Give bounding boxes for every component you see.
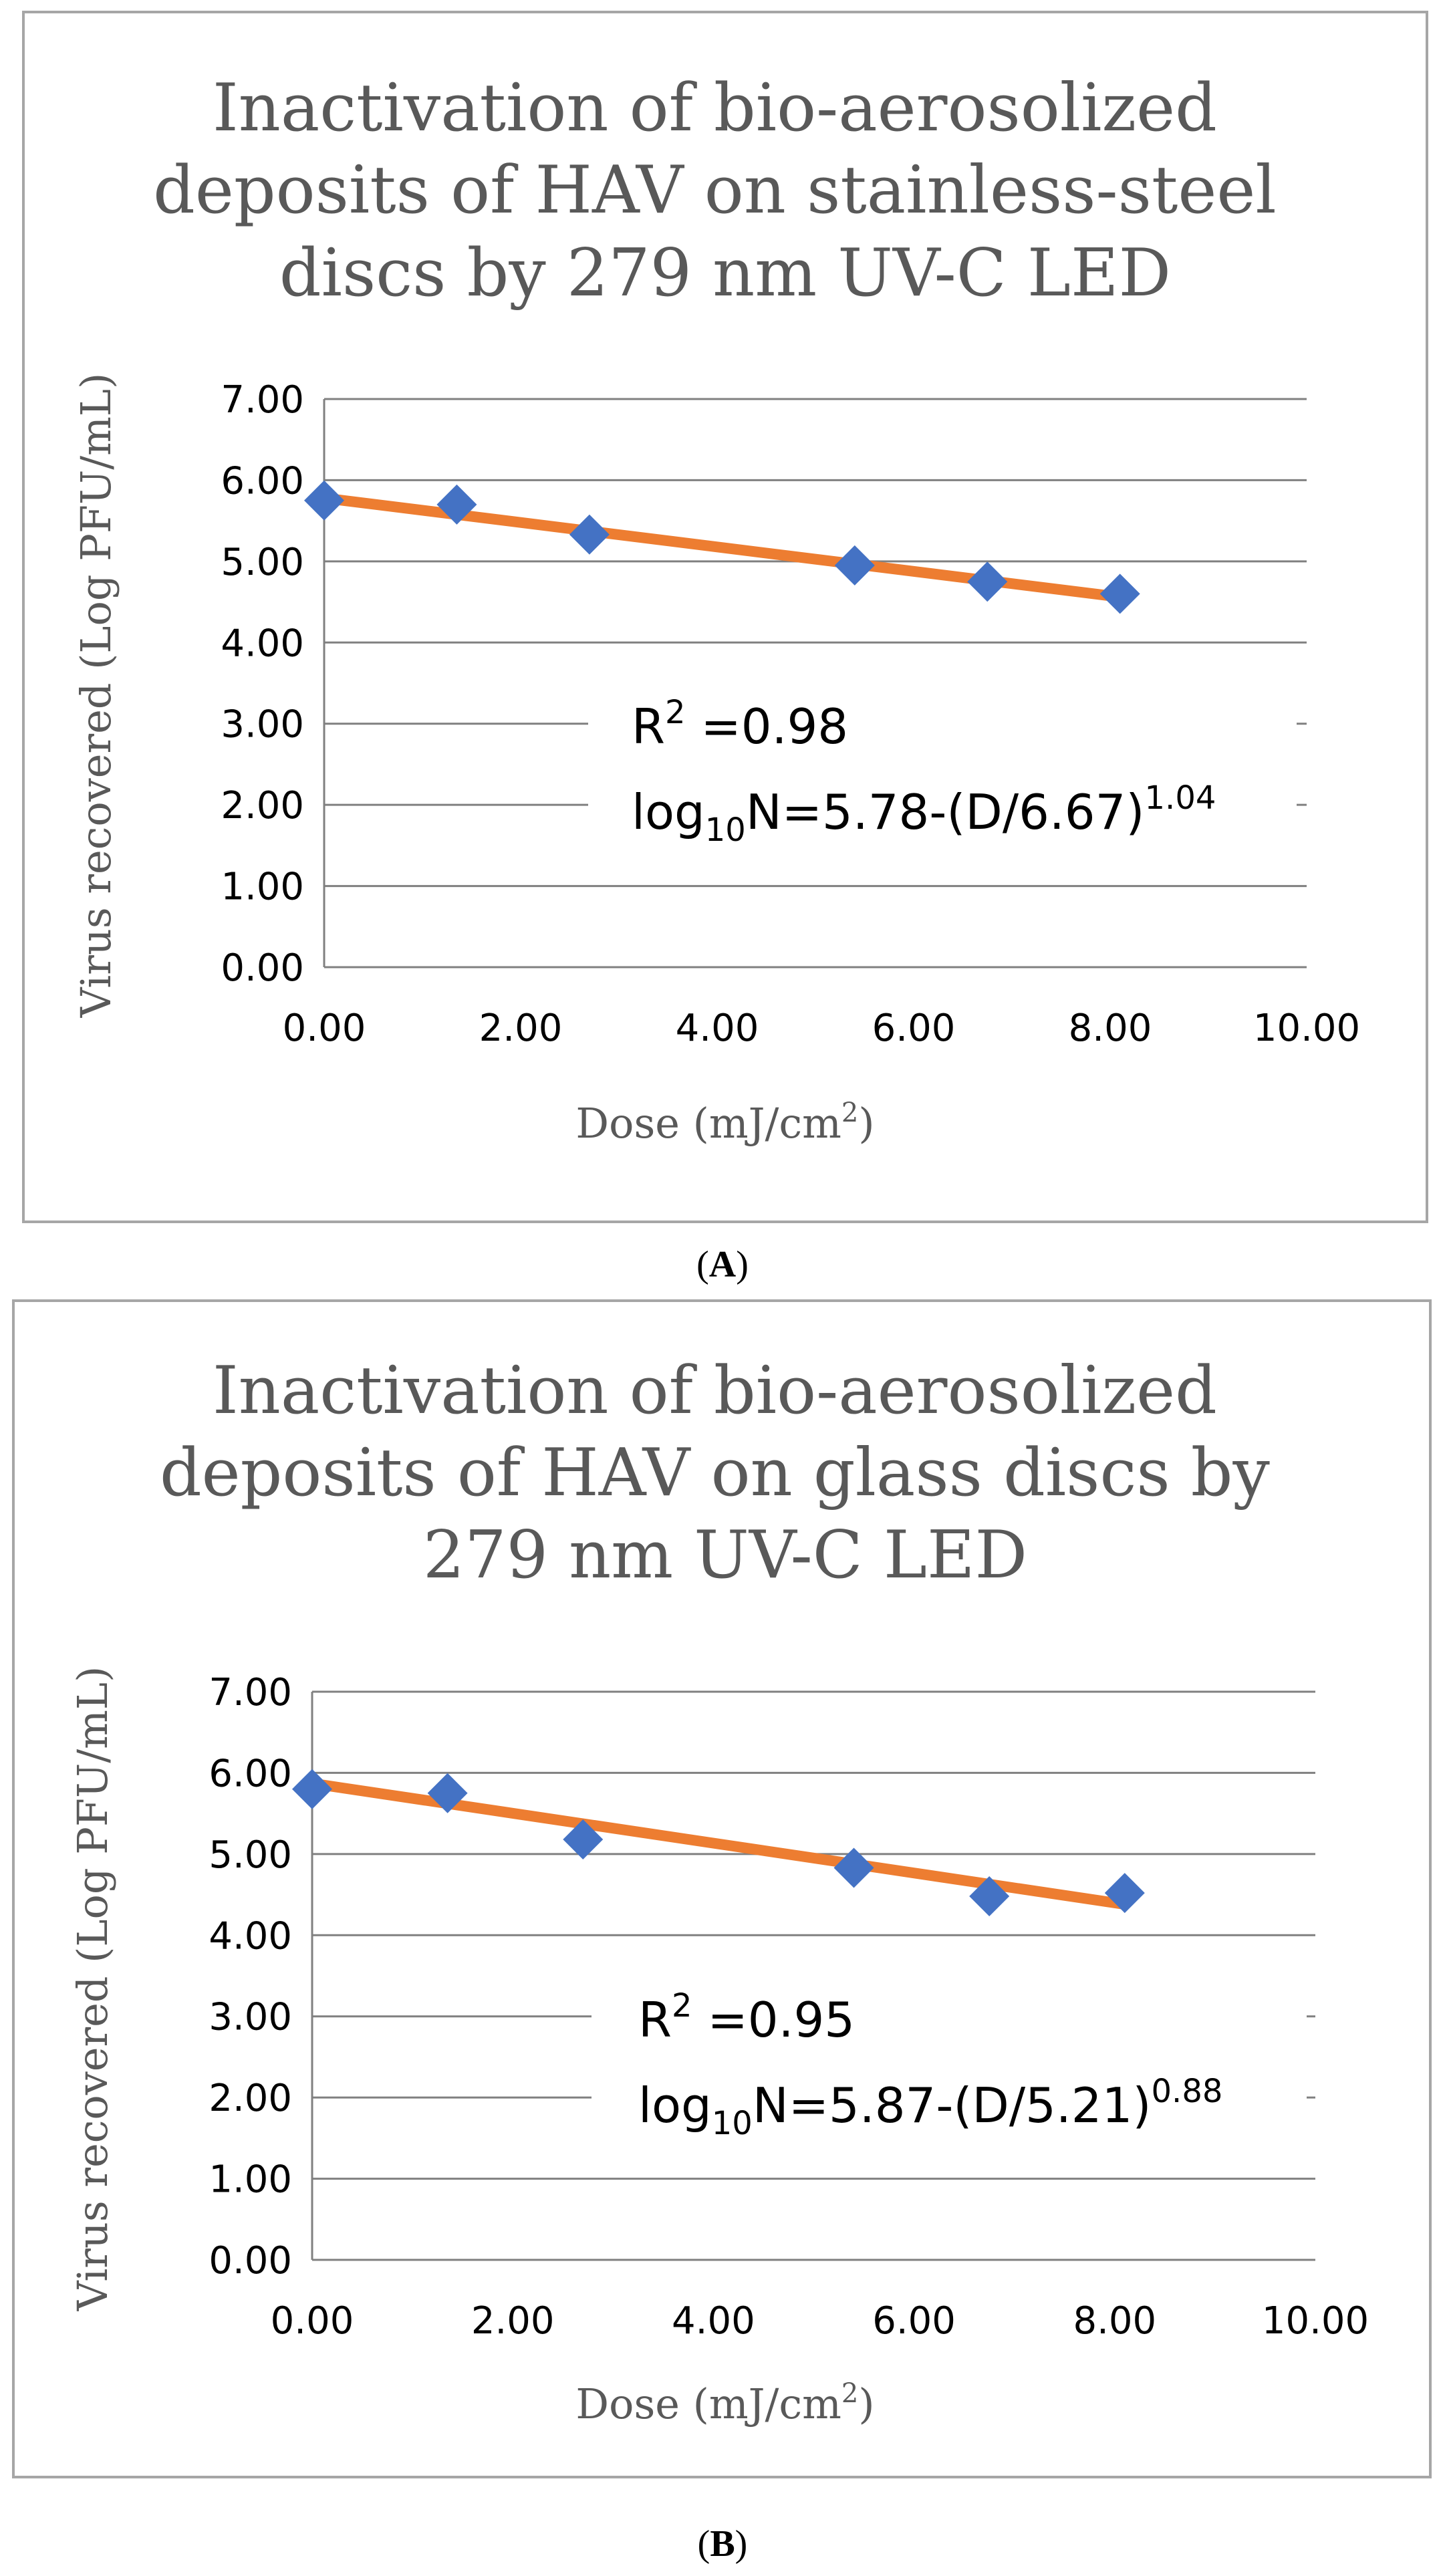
chart-b-data-point bbox=[833, 1847, 874, 1888]
chart-a-data-point bbox=[967, 561, 1008, 602]
chart-b-equation-annotation: log10N=5.87-(D/5.21)0.88 bbox=[638, 2073, 1222, 2142]
chart-b-r2-value: =0.95 bbox=[692, 1992, 856, 2048]
panel-label-b-close: ) bbox=[735, 2523, 748, 2565]
chart-b-x-tick-label: 8.00 bbox=[1073, 2299, 1156, 2343]
chart-a-y-tick-label: 5.00 bbox=[221, 541, 304, 584]
chart-a-data-point bbox=[834, 545, 875, 586]
chart-b-x-axis-label-text: Dose (mJ/cm bbox=[575, 2379, 841, 2428]
chart-b-title-line-2: deposits of HAV on glass discs by bbox=[160, 1435, 1271, 1511]
chart-b: Inactivation of bio-aerosolized deposits… bbox=[12, 1299, 1432, 2478]
chart-b-y-tick-label: 3.00 bbox=[209, 1996, 292, 2039]
panel-label-a: (A) bbox=[696, 1244, 749, 1285]
chart-a-series bbox=[304, 480, 1140, 614]
chart-b-y-tick-label: 5.00 bbox=[209, 1833, 292, 1877]
chart-a-annotation-box bbox=[588, 682, 1297, 857]
chart-a-x-tick-label: 0.00 bbox=[283, 1007, 366, 1050]
chart-b-x-tick-label: 10.00 bbox=[1262, 2299, 1369, 2343]
chart-b-y-axis-label: Virus recovered (Log PFU/mL) bbox=[68, 1666, 117, 2312]
chart-a-x-tick-label: 2.00 bbox=[479, 1007, 563, 1050]
chart-b-data-point bbox=[563, 1819, 604, 1859]
chart-a-y-tick-label: 3.00 bbox=[221, 703, 304, 747]
chart-b-data-point bbox=[969, 1876, 1010, 1916]
chart-b-x-axis-label: Dose (mJ/cm2) bbox=[575, 2378, 874, 2428]
chart-b-y-tick-label: 6.00 bbox=[209, 1752, 292, 1795]
panel-label-a-letter: A bbox=[709, 1244, 737, 1285]
chart-b-eq-log: log bbox=[638, 2077, 712, 2134]
chart-b-title-line-1: Inactivation of bio-aerosolized bbox=[213, 1353, 1217, 1429]
chart-a-x-axis-label-text: Dose (mJ/cm bbox=[575, 1099, 841, 1148]
chart-a-y-axis-label: Virus recovered (Log PFU/mL) bbox=[72, 373, 120, 1019]
chart-a-data-point bbox=[569, 514, 610, 555]
chart-a-x-axis-label: Dose (mJ/cm2) bbox=[575, 1098, 874, 1148]
chart-a-y-tick-label: 0.00 bbox=[221, 946, 304, 990]
chart-b-y-tick-label: 1.00 bbox=[209, 2158, 292, 2202]
chart-b-x-tick-label: 4.00 bbox=[672, 2299, 755, 2343]
panel-label-b-open: ( bbox=[698, 2523, 710, 2565]
chart-a-equation-annotation: log10N=5.78-(D/6.67)1.04 bbox=[632, 779, 1216, 849]
chart-a-y-tick-label: 4.00 bbox=[221, 622, 304, 665]
chart-a-r2-base: R bbox=[632, 698, 665, 755]
chart-a-r2-annotation: R2 =0.98 bbox=[632, 694, 848, 755]
chart-b-x-tick-label: 6.00 bbox=[872, 2299, 956, 2343]
chart-b-r2-annotation: R2 =0.95 bbox=[638, 1987, 855, 2048]
chart-b-x-ticks: 0.00 2.00 4.00 6.00 8.00 10.00 bbox=[271, 2299, 1369, 2343]
chart-a-y-tick-label: 7.00 bbox=[221, 378, 304, 422]
chart-a: Inactivation of bio-aerosolized deposits… bbox=[22, 11, 1428, 1223]
panel-label-b-letter: B bbox=[710, 2523, 735, 2565]
chart-a-title-line-2: deposits of HAV on stainless-steel bbox=[153, 152, 1277, 229]
chart-a-y-ticks: 0.00 1.00 2.00 3.00 4.00 5.00 6.00 7.00 bbox=[221, 378, 304, 990]
chart-a-x-axis-label-sup: 2 bbox=[841, 1098, 858, 1128]
chart-a-title: Inactivation of bio-aerosolized deposits… bbox=[153, 70, 1297, 311]
chart-b-title-line-3: 279 nm UV-C LED bbox=[423, 1517, 1027, 1593]
chart-b-y-tick-label: 4.00 bbox=[209, 1914, 292, 1958]
chart-b-data-point bbox=[427, 1773, 468, 1813]
panel-label-a-close: ) bbox=[736, 1244, 749, 1285]
chart-a-y-tick-label: 2.00 bbox=[221, 784, 304, 827]
chart-b-x-axis-label-sup: 2 bbox=[841, 2378, 858, 2409]
chart-b-y-tick-label: 2.00 bbox=[209, 2077, 292, 2120]
chart-a-y-tick-label: 6.00 bbox=[221, 459, 304, 503]
chart-a-eq-exponent: 1.04 bbox=[1145, 779, 1216, 817]
chart-a-title-line-3: discs by 279 nm UV-C LED bbox=[279, 235, 1171, 311]
chart-a-x-tick-label: 10.00 bbox=[1253, 1007, 1360, 1050]
chart-a-x-axis-label-end: ) bbox=[858, 1099, 874, 1148]
chart-a-x-ticks: 0.00 2.00 4.00 6.00 8.00 10.00 bbox=[283, 1007, 1361, 1050]
chart-a-data-point bbox=[1099, 573, 1140, 614]
chart-a-eq-body: N=5.78-(D/6.67) bbox=[746, 784, 1145, 840]
chart-b-frame bbox=[12, 1299, 1432, 2478]
chart-b-data-point bbox=[1104, 1873, 1145, 1914]
chart-b-data-point bbox=[292, 1769, 332, 1809]
chart-a-r2-sup: 2 bbox=[665, 694, 686, 731]
chart-b-annotation-box bbox=[592, 1975, 1307, 2150]
chart-b-r2-base: R bbox=[638, 1992, 672, 2048]
chart-b-y-ticks: 0.00 1.00 2.00 3.00 4.00 5.00 6.00 7.00 bbox=[209, 1671, 292, 2283]
chart-a-eq-log: log bbox=[632, 784, 705, 840]
chart-b-y-tick-label: 0.00 bbox=[209, 2239, 292, 2283]
chart-b-eq-sub: 10 bbox=[712, 2105, 753, 2142]
chart-a-r2-value: =0.98 bbox=[686, 698, 849, 755]
chart-a-data-point bbox=[436, 484, 477, 525]
panel-label-a-open: ( bbox=[696, 1244, 709, 1285]
chart-a-title-line-1: Inactivation of bio-aerosolized bbox=[213, 70, 1217, 146]
panel-label-b: (B) bbox=[698, 2523, 748, 2565]
chart-b-x-tick-label: 2.00 bbox=[471, 2299, 555, 2343]
chart-b-y-tick-label: 7.00 bbox=[209, 1671, 292, 1714]
chart-a-frame bbox=[22, 11, 1428, 1223]
chart-b-x-tick-label: 0.00 bbox=[271, 2299, 354, 2343]
chart-a-x-tick-label: 4.00 bbox=[676, 1007, 759, 1050]
chart-b-eq-exponent: 0.88 bbox=[1152, 2073, 1223, 2110]
chart-b-series bbox=[292, 1769, 1145, 1916]
chart-a-x-tick-label: 6.00 bbox=[872, 1007, 956, 1050]
chart-a-y-tick-label: 1.00 bbox=[221, 866, 304, 909]
chart-a-data-point bbox=[304, 480, 344, 521]
chart-a-eq-sub: 10 bbox=[705, 811, 746, 849]
chart-b-eq-body: N=5.87-(D/5.21) bbox=[753, 2077, 1152, 2134]
chart-a-x-tick-label: 8.00 bbox=[1069, 1007, 1152, 1050]
chart-b-x-axis-label-end: ) bbox=[858, 2379, 874, 2428]
chart-b-title: Inactivation of bio-aerosolized deposits… bbox=[160, 1353, 1291, 1593]
chart-b-r2-sup: 2 bbox=[672, 1987, 692, 2025]
